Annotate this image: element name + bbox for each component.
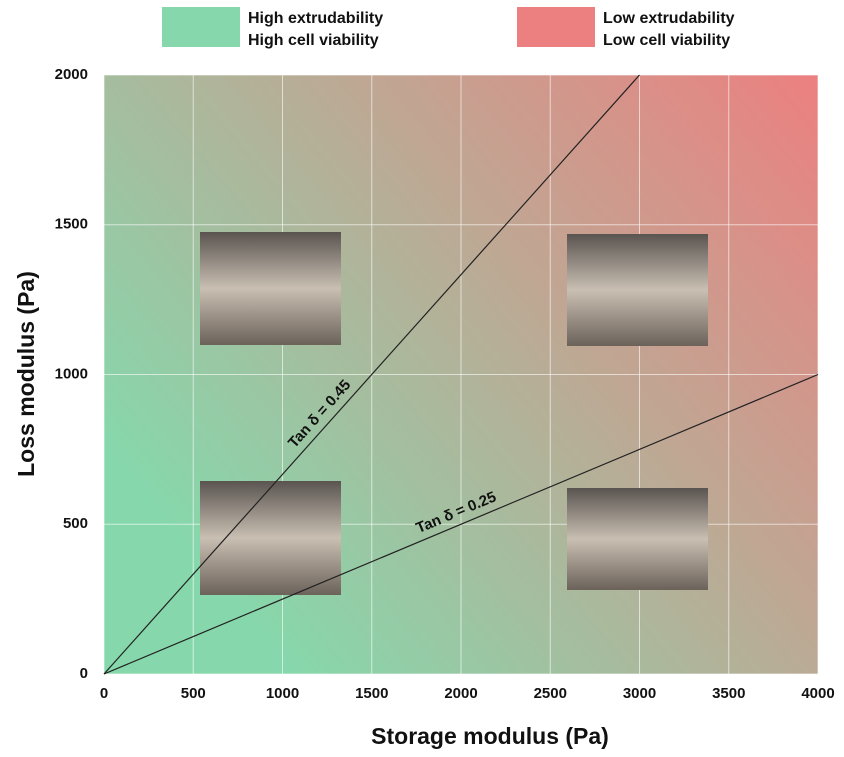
x-tick-label: 2000 xyxy=(444,685,477,702)
x-tick-label: 1000 xyxy=(266,685,299,702)
y-tick-label: 2000 xyxy=(55,66,88,83)
x-tick-label: 4000 xyxy=(801,685,834,702)
chart: Storage modulus (Pa) Loss modulus (Pa) 0… xyxy=(0,0,844,757)
y-axis-title: Loss modulus (Pa) xyxy=(13,271,39,477)
y-tick-label: 1500 xyxy=(55,216,88,233)
legend-text: High extrudability xyxy=(248,10,383,27)
x-axis-title: Storage modulus (Pa) xyxy=(371,723,609,749)
legend-swatch xyxy=(162,7,240,47)
x-tick-label: 500 xyxy=(181,685,206,702)
y-tick-label: 500 xyxy=(63,515,88,532)
x-tick-label: 2500 xyxy=(534,685,567,702)
legend-text: Low extrudability xyxy=(603,10,735,27)
x-tick-label: 3000 xyxy=(623,685,656,702)
photo xyxy=(567,234,708,346)
legend-swatch xyxy=(517,7,595,47)
y-tick-label: 0 xyxy=(80,665,88,682)
photo xyxy=(567,488,708,590)
photo xyxy=(200,232,341,345)
x-tick-label: 0 xyxy=(100,685,108,702)
legend-text: Low cell viability xyxy=(603,32,730,49)
legend-text: High cell viability xyxy=(248,32,379,49)
photo xyxy=(200,481,341,595)
y-tick-label: 1000 xyxy=(55,365,88,382)
x-tick-label: 3500 xyxy=(712,685,745,702)
x-tick-label: 1500 xyxy=(355,685,388,702)
